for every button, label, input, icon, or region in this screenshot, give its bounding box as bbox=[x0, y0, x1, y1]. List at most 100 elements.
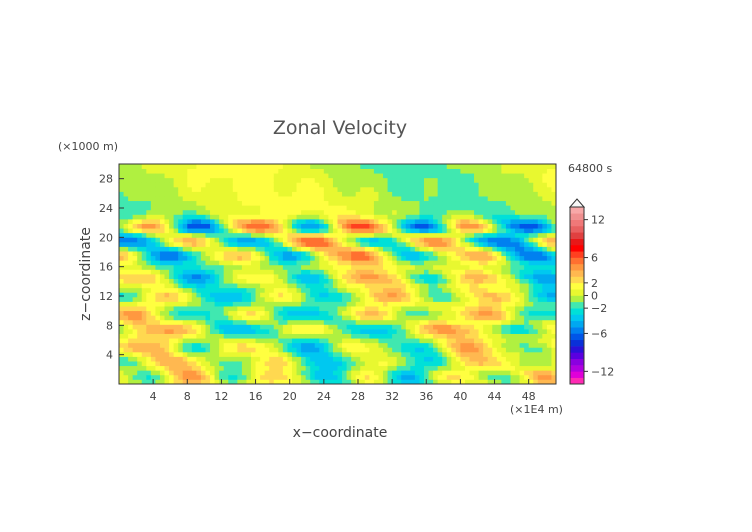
heatmap-cell bbox=[483, 219, 489, 224]
heatmap-cell bbox=[401, 205, 407, 211]
heatmap-cell bbox=[351, 333, 357, 339]
heatmap-cell bbox=[437, 232, 443, 238]
heatmap-cell bbox=[146, 164, 152, 169]
heatmap-cell bbox=[414, 287, 420, 293]
heatmap-cell bbox=[423, 168, 429, 174]
heatmap-cell bbox=[214, 186, 220, 192]
heatmap-cell bbox=[519, 182, 525, 188]
heatmap-cell bbox=[301, 191, 307, 197]
heatmap-cell bbox=[296, 347, 302, 353]
heatmap-cell bbox=[401, 329, 407, 334]
heatmap-cell bbox=[351, 223, 357, 229]
heatmap-cell bbox=[551, 237, 557, 243]
heatmap-cell bbox=[410, 347, 416, 353]
heatmap-cell bbox=[510, 315, 516, 321]
heatmap-cell bbox=[496, 219, 502, 224]
heatmap-cell bbox=[323, 347, 329, 353]
heatmap-cell bbox=[414, 173, 420, 179]
heatmap-cell bbox=[282, 164, 288, 169]
heatmap-cell bbox=[223, 232, 229, 238]
heatmap-cell bbox=[232, 264, 238, 270]
heatmap-cell bbox=[433, 319, 439, 325]
heatmap-cell bbox=[251, 283, 256, 289]
heatmap-cell bbox=[510, 292, 516, 298]
heatmap-cell bbox=[137, 241, 143, 247]
heatmap-cell bbox=[364, 241, 370, 247]
heatmap-cell bbox=[360, 173, 366, 179]
heatmap-cell bbox=[483, 329, 489, 334]
heatmap-cell bbox=[460, 306, 466, 312]
heatmap-cell bbox=[255, 246, 261, 252]
heatmap-cell bbox=[487, 177, 493, 183]
heatmap-cell bbox=[510, 338, 516, 344]
heatmap-cell bbox=[214, 251, 220, 257]
heatmap-cell bbox=[146, 338, 152, 344]
heatmap-cell bbox=[360, 374, 366, 380]
heatmap-cell bbox=[291, 351, 297, 357]
heatmap-cell bbox=[146, 237, 152, 243]
heatmap-cell bbox=[264, 260, 270, 266]
heatmap-cell bbox=[360, 223, 366, 229]
heatmap-cell bbox=[323, 338, 329, 344]
heatmap-cell bbox=[524, 232, 530, 238]
heatmap-cell bbox=[164, 374, 170, 380]
heatmap-cell bbox=[478, 214, 484, 220]
heatmap-cell bbox=[132, 186, 138, 192]
heatmap-cell bbox=[196, 379, 202, 385]
heatmap-cell bbox=[305, 306, 311, 312]
heatmap-cell bbox=[519, 191, 525, 197]
heatmap-cell bbox=[401, 223, 407, 229]
heatmap-cell bbox=[505, 379, 511, 385]
heatmap-cell bbox=[205, 292, 211, 298]
heatmap-cell bbox=[501, 196, 507, 202]
heatmap-cell bbox=[346, 200, 352, 206]
heatmap-cell bbox=[546, 351, 552, 357]
heatmap-cell bbox=[305, 338, 311, 344]
heatmap-cell bbox=[246, 274, 252, 279]
heatmap-cell bbox=[492, 196, 498, 202]
heatmap-cell bbox=[237, 301, 243, 307]
heatmap-cell bbox=[137, 283, 143, 289]
heatmap-cell bbox=[205, 351, 211, 357]
heatmap-cell bbox=[169, 274, 175, 279]
heatmap-cell bbox=[355, 324, 361, 330]
heatmap-cell bbox=[296, 209, 302, 215]
heatmap-cell bbox=[187, 319, 193, 325]
heatmap-cell bbox=[451, 200, 457, 206]
heatmap-cell bbox=[346, 205, 352, 211]
heatmap-cell bbox=[505, 338, 511, 344]
heatmap-cell bbox=[173, 356, 179, 362]
heatmap-cell bbox=[182, 260, 188, 266]
heatmap-cell bbox=[228, 219, 234, 224]
heatmap-cell bbox=[423, 205, 429, 211]
heatmap-cell bbox=[428, 191, 434, 197]
heatmap-cell bbox=[478, 315, 484, 321]
heatmap-cell bbox=[483, 209, 489, 215]
heatmap-cell bbox=[464, 186, 470, 192]
heatmap-cell bbox=[396, 232, 402, 238]
heatmap-cell bbox=[469, 351, 475, 357]
heatmap-cell bbox=[410, 177, 416, 183]
heatmap-cell bbox=[342, 370, 347, 376]
heatmap-cell bbox=[451, 333, 457, 339]
heatmap-cell bbox=[214, 260, 220, 266]
x-tick-label: 24 bbox=[317, 390, 331, 403]
heatmap-cell bbox=[323, 246, 329, 252]
heatmap-cell bbox=[182, 205, 188, 211]
heatmap-cell bbox=[205, 333, 211, 339]
heatmap-cell bbox=[551, 182, 557, 188]
heatmap-cell bbox=[474, 287, 480, 293]
heatmap-cell bbox=[123, 278, 129, 284]
heatmap-cell bbox=[269, 168, 275, 174]
heatmap-cell bbox=[323, 182, 329, 188]
heatmap-cell bbox=[223, 351, 229, 357]
heatmap-cell bbox=[551, 232, 557, 238]
heatmap-cell bbox=[492, 251, 498, 257]
heatmap-cell bbox=[241, 269, 247, 275]
heatmap-cell bbox=[487, 351, 493, 357]
heatmap-cell bbox=[219, 333, 225, 339]
heatmap-cell bbox=[155, 214, 161, 220]
heatmap-cell bbox=[319, 196, 325, 202]
heatmap-cell bbox=[228, 287, 234, 293]
heatmap-cell bbox=[150, 264, 156, 270]
